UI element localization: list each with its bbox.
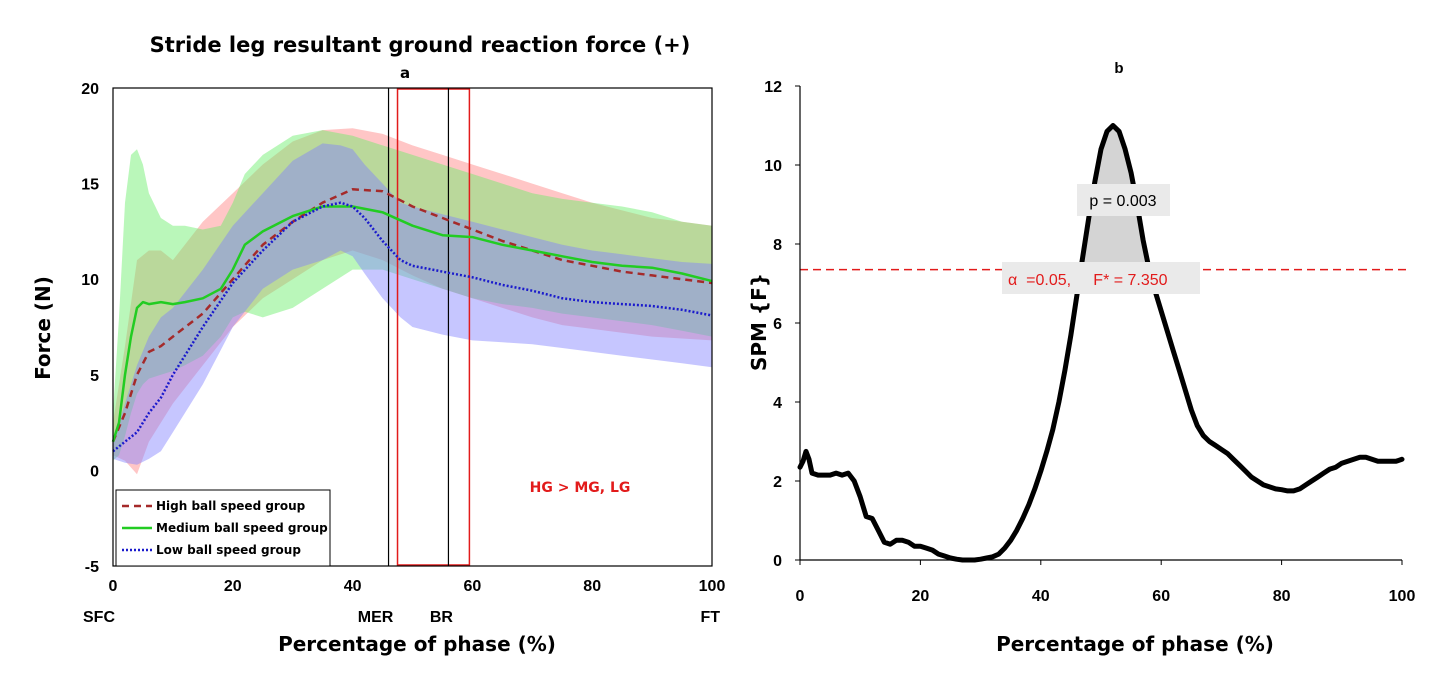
p-value-box: p = 0.003 (1077, 184, 1170, 216)
y-tick-label: 6 (773, 316, 782, 333)
event-lines (387, 88, 450, 566)
event-label: SFC (83, 609, 115, 626)
y-tick-label: 0 (773, 553, 782, 570)
chart-title: Stride leg resultant ground reaction for… (150, 33, 691, 57)
y-tick-labels: -5 0 5 10 15 20 (81, 81, 99, 576)
event-label: MER (358, 609, 394, 626)
x-tick-label: 60 (1152, 588, 1170, 605)
legend-label-low: Low ball speed group (156, 543, 301, 557)
panel-label-b: b (1114, 60, 1123, 77)
event-label: FT (700, 609, 720, 626)
p-value-label: p = 0.003 (1089, 193, 1156, 210)
line-high (111, 188, 713, 443)
y-tick-label: 10 (81, 272, 99, 289)
legend-label-medium: Medium ball speed group (156, 521, 328, 535)
x-tick-labels: 0 20 40 60 80 100 (109, 578, 726, 595)
x-axis-label: Percentage of phase (%) (996, 632, 1274, 656)
x-tick-label: 40 (1032, 588, 1050, 605)
x-tick-label: 0 (796, 588, 805, 605)
line-medium (111, 205, 713, 443)
y-tick-label: 10 (764, 158, 782, 175)
y-tick-label: 2 (773, 474, 782, 491)
y-tick-label: 4 (773, 395, 782, 412)
x-axis-label: Percentage of phase (%) (278, 632, 556, 656)
panel-label-a: a (400, 64, 410, 82)
y-tick-label: 5 (90, 368, 99, 385)
line-low (112, 201, 713, 453)
band-medium (113, 130, 712, 461)
y-tick-label: -5 (85, 559, 99, 576)
x-tick-label: 100 (1389, 588, 1416, 605)
event-label: BR (430, 609, 454, 626)
x-tick-label: 0 (109, 578, 118, 595)
panel-a: Stride leg resultant ground reaction for… (31, 33, 725, 656)
y-tick-label: 0 (90, 463, 99, 480)
panel-b: b 0 2 4 6 8 10 12 0 20 40 60 80 100 SPM {F} Percent… (747, 60, 1415, 656)
series-lines (111, 188, 713, 453)
band-high (113, 128, 712, 475)
y-tick-label: 8 (773, 237, 782, 254)
x-tick-label: 20 (912, 588, 930, 605)
threshold-label-box: α =0.05, F* = 7.350 (1002, 262, 1200, 294)
highlight-rect (396, 88, 471, 566)
x-tick-label: 80 (583, 578, 601, 595)
legend-label-high: High ball speed group (156, 499, 306, 513)
y-tick-labels: 0 2 4 6 8 10 12 (764, 79, 800, 570)
spm-curve (797, 123, 1405, 563)
y-tick-label: 12 (764, 79, 782, 96)
x-tick-label: 40 (344, 578, 362, 595)
legend: High ball speed group Medium ball speed … (115, 489, 331, 567)
y-tick-label: 15 (81, 177, 99, 194)
plot-frame (112, 87, 713, 567)
x-tick-label: 20 (224, 578, 242, 595)
band-low (113, 143, 712, 465)
highlight-region (396, 88, 471, 566)
x-tick-label: 100 (699, 578, 726, 595)
significance-annotation: HG > MG, LG (530, 480, 631, 496)
event-labels: SFC MER BR FT (83, 609, 720, 626)
x-tick-labels: 0 20 40 60 80 100 (796, 560, 1416, 605)
x-tick-label: 60 (464, 578, 482, 595)
y-tick-label: 20 (81, 81, 99, 98)
confidence-bands (113, 128, 712, 475)
threshold-label: α =0.05, F* = 7.350 (1008, 272, 1168, 289)
x-tick-label: 80 (1273, 588, 1291, 605)
y-axis-label: Force (N) (31, 276, 55, 380)
y-axis-label: SPM {F} (747, 273, 771, 371)
